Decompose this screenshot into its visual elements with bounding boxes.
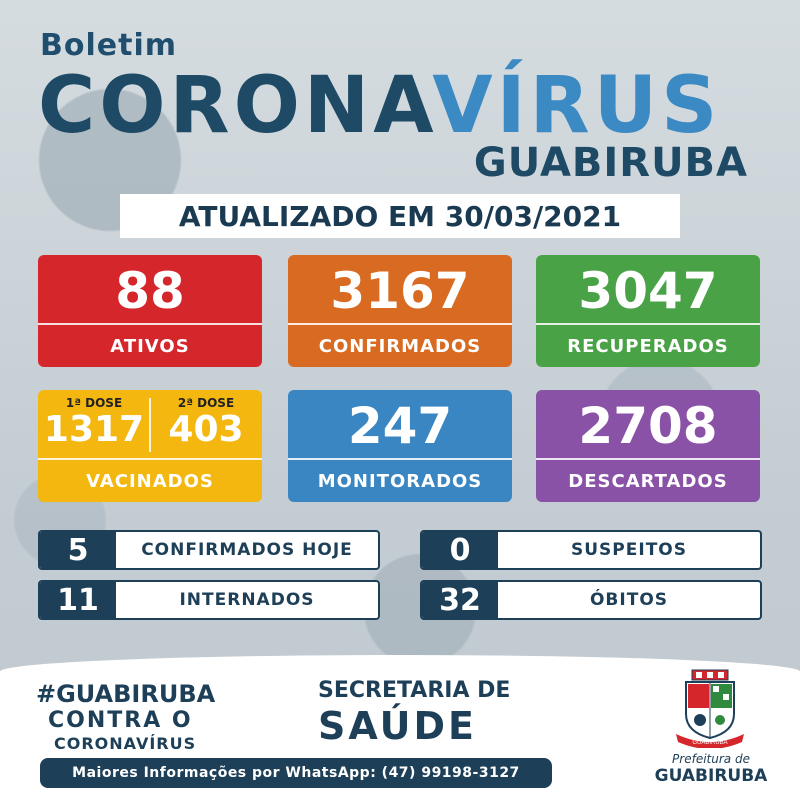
recuperados-value: 3047 — [578, 262, 718, 320]
dose-divider — [149, 398, 151, 452]
stat-suspeitos: 0 SUSPEITOS — [420, 530, 762, 570]
title-corona: CORONA — [38, 61, 433, 151]
saude-label: SAÚDE — [318, 704, 477, 748]
confirmados-hoje-label: CONFIRMADOS HOJE — [141, 540, 353, 560]
stat-internados: 11 INTERNADOS — [38, 580, 380, 620]
card-recuperados: 3047 RECUPERADOS — [536, 255, 760, 367]
recuperados-label: RECUPERADOS — [567, 336, 729, 357]
divider — [288, 458, 512, 460]
divider — [38, 323, 262, 325]
dose1-label: 1ª DOSE — [65, 396, 123, 410]
dose1: 1ª DOSE 1317 — [38, 396, 150, 450]
internados-label: INTERNADOS — [179, 590, 315, 610]
updated-date: ATUALIZADO EM 30/03/2021 — [120, 194, 680, 238]
card-ativos: 88 ATIVOS — [38, 255, 262, 367]
dose2: 2ª DOSE 403 — [150, 396, 262, 450]
monitorados-label: MONITORADOS — [317, 471, 483, 492]
city-name: GUABIRUBA — [473, 140, 748, 186]
divider — [536, 323, 760, 325]
dose2-label: 2ª DOSE — [177, 396, 235, 410]
divider — [536, 458, 760, 460]
whatsapp-banner: Maiores Informações por WhatsApp: (47) 9… — [40, 758, 552, 788]
secretaria-label: SECRETARIA DE — [318, 678, 511, 703]
confirmados-hoje-value: 5 — [40, 532, 116, 568]
ativos-value: 88 — [115, 262, 185, 320]
dose2-value: 403 — [168, 409, 244, 450]
obitos-value: 32 — [422, 582, 498, 618]
obitos-label: ÓBITOS — [589, 590, 669, 610]
vacinados-label: VACINADOS — [86, 471, 214, 492]
descartados-label: DESCARTADOS — [568, 471, 728, 492]
ativos-label: ATIVOS — [110, 336, 190, 357]
descartados-value: 2708 — [578, 397, 718, 455]
card-monitorados: 247 MONITORADOS — [288, 390, 512, 502]
title-virus: VÍRUS — [432, 61, 722, 151]
confirmados-value: 3167 — [330, 262, 470, 320]
monitorados-value: 247 — [347, 397, 453, 455]
card-confirmados: 3167 CONFIRMADOS — [288, 255, 512, 367]
internados-value: 11 — [40, 582, 116, 618]
hashtag: #GUABIRUBA — [36, 680, 216, 708]
stat-obitos: 32 ÓBITOS — [420, 580, 762, 620]
dose1-value: 1317 — [43, 409, 145, 450]
prefeitura-label: Prefeitura de — [672, 752, 750, 766]
confirmados-label: CONFIRMADOS — [318, 336, 482, 357]
prefeitura-city: GUABIRUBA — [654, 766, 768, 786]
divider — [38, 458, 262, 460]
divider — [288, 323, 512, 325]
card-vacinados: 1ª DOSE 1317 2ª DOSE 403 VACINADOS — [38, 390, 262, 502]
svg-text:GUABIRUBA: GUABIRUBA — [692, 740, 727, 746]
suspeitos-value: 0 — [422, 532, 498, 568]
boletim-label: Boletim — [40, 28, 177, 63]
suspeitos-label: SUSPEITOS — [571, 540, 687, 560]
crest-icon: GUABIRUBA — [672, 668, 748, 749]
stat-confirmados-hoje: 5 CONFIRMADOS HOJE — [38, 530, 380, 570]
coronavirus-text: CORONAVÍRUS — [54, 734, 197, 753]
contra-text: CONTRA O — [48, 708, 193, 733]
page-title: CORONAVÍRUS — [38, 66, 721, 146]
card-descartados: 2708 DESCARTADOS — [536, 390, 760, 502]
